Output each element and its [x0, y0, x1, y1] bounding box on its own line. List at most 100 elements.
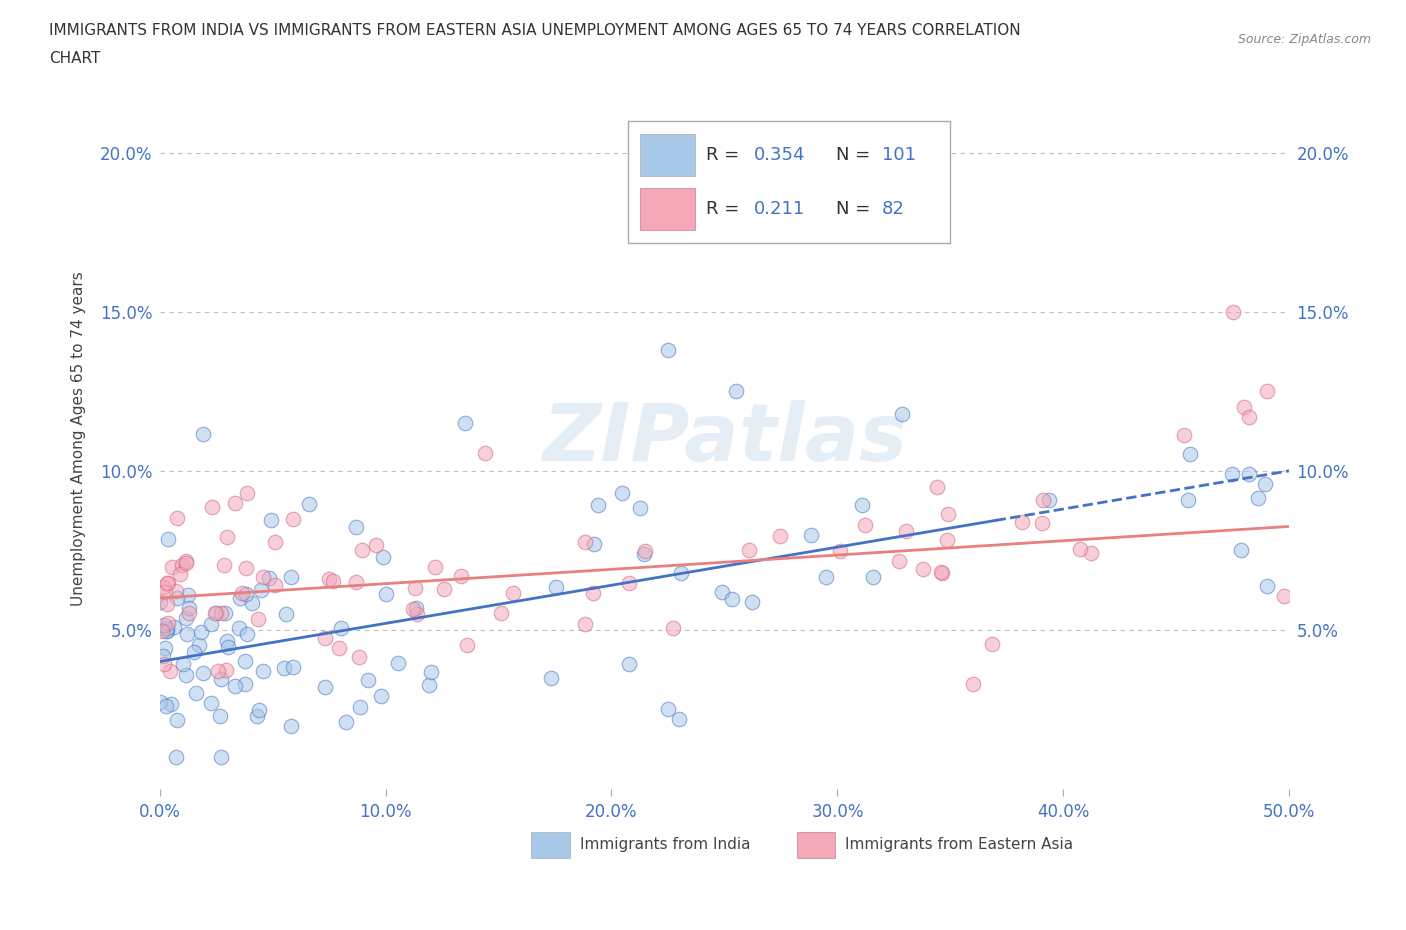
- Point: [962, 676, 984, 691]
- Point: [815, 570, 838, 585]
- Point: [280, 719, 302, 734]
- Point: [582, 537, 605, 551]
- Point: [174, 555, 197, 570]
- Point: [546, 579, 568, 594]
- Point: [166, 511, 188, 525]
- Text: CHART: CHART: [49, 51, 101, 66]
- Point: [152, 649, 174, 664]
- Point: [172, 657, 194, 671]
- Text: Source: ZipAtlas.com: Source: ZipAtlas.com: [1237, 33, 1371, 46]
- Point: [1069, 541, 1091, 556]
- Point: [260, 512, 283, 527]
- Point: [153, 641, 176, 656]
- Point: [890, 406, 912, 421]
- Point: [160, 560, 183, 575]
- Text: R =: R =: [706, 200, 745, 218]
- Point: [374, 587, 396, 602]
- Point: [264, 578, 287, 592]
- Point: [634, 544, 657, 559]
- Point: [453, 416, 475, 431]
- Point: [1229, 542, 1251, 557]
- Point: [245, 709, 267, 724]
- Point: [328, 640, 350, 655]
- Point: [929, 565, 952, 579]
- Point: [981, 637, 1004, 652]
- Point: [176, 626, 198, 641]
- Point: [1256, 384, 1278, 399]
- Point: [214, 605, 236, 620]
- Point: [184, 685, 207, 700]
- Point: [370, 689, 392, 704]
- Point: [247, 703, 270, 718]
- Point: [252, 569, 274, 584]
- Text: 101: 101: [882, 146, 915, 164]
- Point: [344, 575, 367, 590]
- Point: [1173, 427, 1195, 442]
- Point: [215, 663, 238, 678]
- Point: [405, 600, 427, 615]
- Point: [450, 568, 472, 583]
- Point: [174, 668, 197, 683]
- Point: [420, 664, 443, 679]
- Point: [1011, 514, 1033, 529]
- Point: [489, 605, 512, 620]
- Point: [190, 625, 212, 640]
- Point: [159, 697, 181, 711]
- Point: [1247, 491, 1270, 506]
- Text: R =: R =: [706, 146, 745, 164]
- Point: [1254, 476, 1277, 491]
- Point: [228, 591, 250, 606]
- Point: [209, 750, 232, 764]
- Point: [1256, 578, 1278, 593]
- Point: [156, 531, 179, 546]
- Point: [356, 672, 378, 687]
- Point: [661, 620, 683, 635]
- Point: [215, 530, 238, 545]
- Point: [628, 500, 651, 515]
- Point: [366, 538, 388, 552]
- Point: [610, 485, 633, 500]
- Point: [347, 649, 370, 664]
- Point: [724, 384, 747, 399]
- Point: [176, 554, 198, 569]
- Point: [236, 627, 259, 642]
- Point: [177, 588, 200, 603]
- Point: [174, 610, 197, 625]
- Point: [433, 582, 456, 597]
- Point: [1233, 400, 1256, 415]
- Point: [668, 711, 690, 726]
- Point: [1032, 493, 1054, 508]
- Point: [335, 715, 357, 730]
- Point: [233, 677, 256, 692]
- Point: [931, 565, 953, 580]
- Point: [1272, 589, 1295, 604]
- Point: [887, 553, 910, 568]
- Point: [423, 560, 446, 575]
- Point: [153, 585, 176, 600]
- Point: [215, 634, 238, 649]
- Point: [404, 580, 426, 595]
- Point: [152, 579, 174, 594]
- Point: [236, 485, 259, 500]
- Point: [156, 597, 179, 612]
- Text: N =: N =: [837, 146, 876, 164]
- Point: [170, 558, 193, 573]
- Point: [273, 660, 295, 675]
- Point: [155, 624, 177, 639]
- Point: [1178, 446, 1201, 461]
- Point: [155, 623, 177, 638]
- Point: [657, 702, 679, 717]
- Point: [540, 671, 562, 685]
- Point: [240, 595, 263, 610]
- Point: [257, 571, 280, 586]
- Point: [851, 498, 873, 512]
- Text: 82: 82: [882, 200, 904, 218]
- Point: [474, 445, 496, 460]
- Point: [418, 677, 440, 692]
- FancyBboxPatch shape: [797, 831, 835, 857]
- Point: [619, 576, 641, 591]
- FancyBboxPatch shape: [640, 188, 695, 230]
- Point: [402, 602, 425, 617]
- Point: [371, 550, 394, 565]
- Point: [183, 644, 205, 659]
